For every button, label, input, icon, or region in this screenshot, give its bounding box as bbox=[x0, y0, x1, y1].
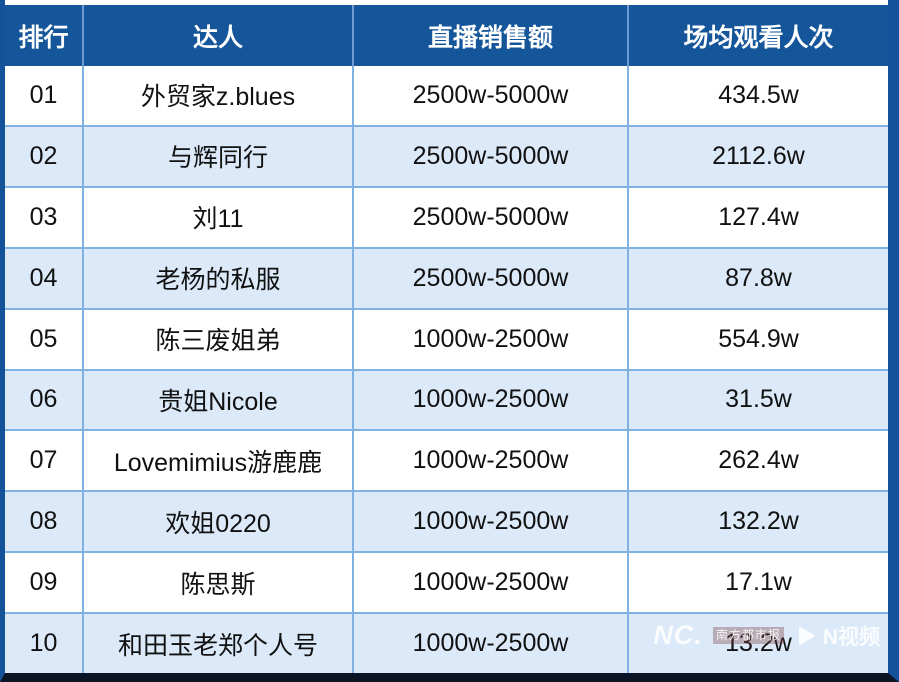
cell-name: 欢姐0220 bbox=[82, 492, 352, 552]
cell-views: 554.9w bbox=[627, 309, 888, 369]
cell-rank: 03 bbox=[29, 202, 58, 231]
cell-name: 陈三废姐弟 bbox=[82, 309, 352, 369]
cell-views: 132.2w bbox=[627, 492, 888, 552]
header-name: 达人 bbox=[82, 5, 352, 66]
cell-sales: 1000w-2500w bbox=[352, 431, 627, 491]
cell-rank: 04 bbox=[29, 263, 58, 292]
cell-sales: 2500w-5000w bbox=[352, 66, 627, 125]
table-row: 04 老杨的私服 2500w-5000w 87.8w bbox=[5, 246, 888, 308]
cell-rank: 09 bbox=[29, 568, 58, 597]
cell-sales: 2500w-5000w bbox=[352, 187, 627, 247]
cell-views: 87.8w bbox=[627, 248, 888, 308]
table-row: 07 Lovemimius游鹿鹿 1000w-2500w 262.4w bbox=[5, 429, 888, 491]
cell-views: 127.4w bbox=[627, 187, 888, 247]
table-body: 01 外贸家z.blues 2500w-5000w 434.5w 02 与辉同行… bbox=[5, 66, 888, 674]
cell-name: 外贸家z.blues bbox=[82, 66, 352, 125]
cell-rank: 06 bbox=[29, 385, 58, 414]
table-row: 10 和田玉老郑个人号 1000w-2500w 13.2w bbox=[5, 612, 888, 674]
cell-sales: 1000w-2500w bbox=[352, 370, 627, 430]
cell-rank: 10 bbox=[29, 629, 58, 658]
cell-views: 17.1w bbox=[627, 553, 888, 613]
cell-sales: 1000w-2500w bbox=[352, 614, 627, 674]
cell-name: Lovemimius游鹿鹿 bbox=[82, 431, 352, 491]
cell-views: 13.2w bbox=[627, 614, 888, 674]
cell-sales: 2500w-5000w bbox=[352, 126, 627, 186]
header-views: 场均观看人次 bbox=[627, 5, 888, 66]
header-sales: 直播销售额 bbox=[352, 5, 627, 66]
cell-rank: 08 bbox=[29, 507, 58, 536]
table-row: 08 欢姐0220 1000w-2500w 132.2w bbox=[5, 490, 888, 552]
cell-rank: 02 bbox=[29, 141, 58, 170]
cell-rank: 01 bbox=[29, 80, 58, 109]
cell-name: 贵姐Nicole bbox=[82, 370, 352, 430]
cell-views: 262.4w bbox=[627, 431, 888, 491]
cell-sales: 2500w-5000w bbox=[352, 248, 627, 308]
table-row: 01 外贸家z.blues 2500w-5000w 434.5w bbox=[5, 66, 888, 125]
cell-sales: 1000w-2500w bbox=[352, 492, 627, 552]
cell-views: 434.5w bbox=[627, 66, 888, 125]
cell-rank: 07 bbox=[29, 446, 58, 475]
cell-rank: 05 bbox=[29, 324, 58, 353]
table-row: 06 贵姐Nicole 1000w-2500w 31.5w bbox=[5, 368, 888, 430]
cell-sales: 1000w-2500w bbox=[352, 553, 627, 613]
cell-name: 老杨的私服 bbox=[82, 248, 352, 308]
cell-name: 和田玉老郑个人号 bbox=[82, 614, 352, 674]
cell-sales: 1000w-2500w bbox=[352, 309, 627, 369]
cell-name: 与辉同行 bbox=[82, 126, 352, 186]
cell-name: 陈思斯 bbox=[82, 553, 352, 613]
header-rank: 排行 bbox=[18, 23, 69, 52]
table-row: 05 陈三废姐弟 1000w-2500w 554.9w bbox=[5, 307, 888, 369]
table-header-row: 排行 达人 直播销售额 场均观看人次 bbox=[5, 5, 888, 66]
table-row: 02 与辉同行 2500w-5000w 2112.6w bbox=[5, 124, 888, 186]
cell-name: 刘11 bbox=[82, 187, 352, 247]
table-row: 09 陈思斯 1000w-2500w 17.1w bbox=[5, 551, 888, 613]
table-row: 03 刘11 2500w-5000w 127.4w bbox=[5, 185, 888, 247]
cell-views: 2112.6w bbox=[627, 126, 888, 186]
cell-views: 31.5w bbox=[627, 370, 888, 430]
